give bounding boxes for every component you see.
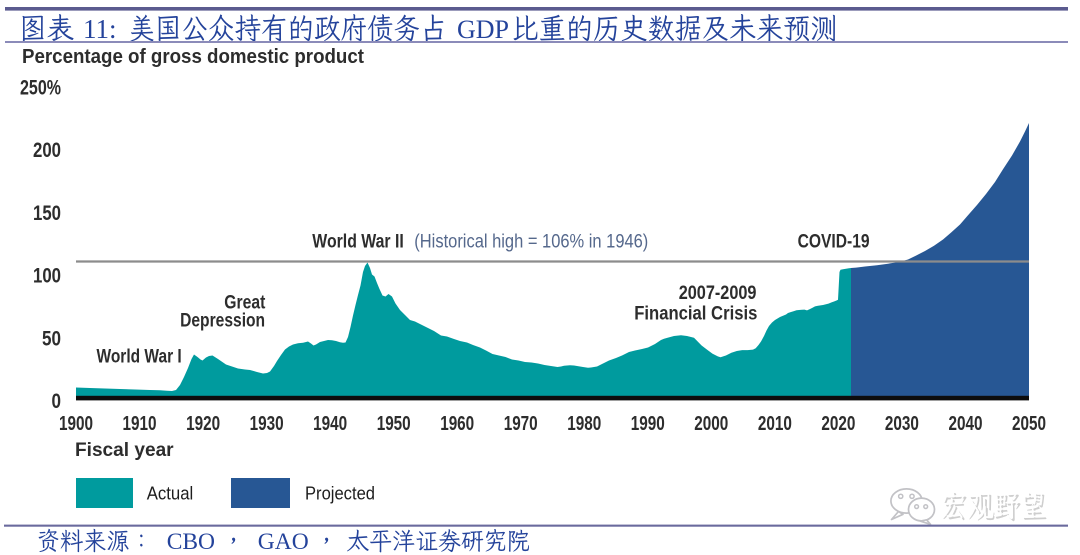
svg-text:Financial Crisis: Financial Crisis — [634, 304, 757, 325]
svg-text:1980: 1980 — [567, 413, 601, 435]
svg-text:World War II: World War II — [312, 232, 404, 253]
svg-text:1960: 1960 — [440, 413, 474, 435]
svg-text:2000: 2000 — [694, 413, 728, 435]
svg-text:1900: 1900 — [59, 413, 93, 435]
svg-text:1940: 1940 — [313, 413, 347, 435]
svg-text:2050: 2050 — [1012, 413, 1046, 435]
svg-text:(Historical high = 106% in 194: (Historical high = 106% in 1946) — [414, 232, 648, 253]
svg-text:Projected: Projected — [305, 484, 375, 504]
svg-text:2030: 2030 — [885, 413, 919, 435]
svg-text:1910: 1910 — [123, 413, 157, 435]
svg-text:2010: 2010 — [758, 413, 792, 435]
svg-text:250%: 250% — [20, 77, 61, 100]
svg-text:Actual: Actual — [147, 484, 194, 504]
svg-text:Percentage of gross domestic p: Percentage of gross domestic product — [22, 46, 364, 68]
svg-text:1990: 1990 — [631, 413, 665, 435]
svg-text:Great: Great — [224, 293, 266, 314]
svg-text:200: 200 — [33, 139, 61, 162]
svg-text:World War I: World War I — [97, 347, 182, 368]
svg-text:CBO: CBO — [167, 529, 215, 555]
svg-text:GDP: GDP — [457, 15, 509, 44]
svg-text:50: 50 — [42, 327, 61, 350]
svg-text:1950: 1950 — [377, 413, 411, 435]
svg-text:1970: 1970 — [504, 413, 538, 435]
svg-text:11:: 11: — [83, 14, 117, 44]
svg-text:1930: 1930 — [250, 413, 284, 435]
svg-text:Depression: Depression — [180, 310, 265, 331]
svg-text:GAO: GAO — [258, 529, 309, 555]
svg-text:2007-2009: 2007-2009 — [679, 283, 757, 304]
svg-text:150: 150 — [33, 202, 61, 225]
svg-text:COVID-19: COVID-19 — [798, 232, 870, 253]
svg-text:Fiscal year: Fiscal year — [75, 440, 174, 461]
svg-text:100: 100 — [33, 265, 61, 288]
svg-text:2020: 2020 — [821, 413, 855, 435]
svg-text:2040: 2040 — [949, 413, 983, 435]
svg-text:0: 0 — [52, 390, 62, 413]
svg-text:1920: 1920 — [186, 413, 220, 435]
